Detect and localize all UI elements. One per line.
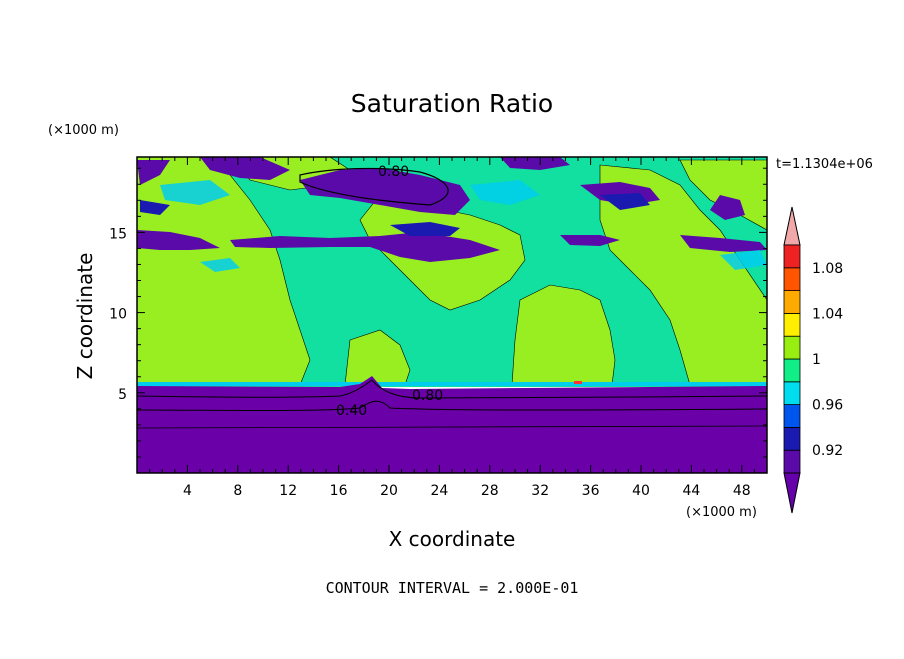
x-axis-ticks: 4 8 12 16 20 24 28 32 36 40 44 48	[149, 157, 755, 499]
field-blue-patches	[140, 193, 650, 236]
colorbar-below-triangle	[783, 472, 801, 514]
field-dry-layer	[137, 376, 767, 473]
contour-labels: 0.80 0.80 0.40	[336, 164, 443, 419]
time-label: t=1.1304e+06	[776, 157, 873, 172]
colorbar-tick-label: 1.08	[812, 261, 843, 277]
x-tick-label: 12	[279, 483, 297, 499]
field-transition-band	[137, 382, 767, 386]
contour-field	[137, 157, 767, 473]
y-unit-label: (×1000 m)	[48, 123, 119, 138]
colorbar-band	[783, 312, 801, 337]
x-tick-label: 36	[582, 483, 600, 499]
contour-label: 0.80	[378, 164, 409, 180]
contour-label: 0.80	[412, 388, 443, 404]
colorbar-band	[783, 381, 801, 405]
colorbar-band	[783, 267, 801, 291]
x-unit-label: (×1000 m)	[686, 505, 757, 520]
x-tick-label: 44	[682, 483, 700, 499]
y-tick-label: 10	[109, 307, 127, 323]
colorbar-tick-label: 1	[812, 352, 821, 368]
field-red-patch	[574, 381, 582, 384]
colorbar-tick-label: 1.04	[812, 306, 843, 322]
x-tick-label: 28	[481, 483, 499, 499]
chart-title: Saturation Ratio	[351, 89, 553, 118]
y-axis-ticks: 5 10 15	[109, 167, 767, 458]
colorbar: 0.92 0.96 1 1.04 1.08	[783, 206, 843, 514]
x-tick-label: 4	[183, 483, 192, 499]
colorbar-band	[783, 426, 801, 451]
colorbar-band	[783, 449, 801, 474]
contour-lines	[137, 167, 767, 429]
y-tick-label: 5	[118, 387, 127, 403]
colorbar-band	[783, 358, 801, 383]
contour-label: 0.40	[336, 403, 367, 419]
colorbar-band	[783, 290, 801, 314]
x-tick-label: 16	[330, 483, 348, 499]
colorbar-band	[783, 404, 801, 428]
x-tick-label: 48	[733, 483, 751, 499]
x-tick-label: 32	[531, 483, 549, 499]
x-tick-label: 20	[380, 483, 398, 499]
x-tick-label: 40	[632, 483, 650, 499]
colorbar-tick-label: 0.92	[812, 443, 843, 459]
colorbar-tick-label: 0.96	[812, 398, 843, 414]
contour-interval-footer: CONTOUR INTERVAL = 2.000E-01	[326, 579, 579, 597]
x-axis-title: X coordinate	[389, 527, 516, 551]
y-tick-label: 15	[109, 226, 127, 242]
x-tick-label: 24	[430, 483, 448, 499]
colorbar-band	[783, 335, 801, 360]
y-axis-title: Z coordinate	[73, 253, 97, 380]
colorbar-above-triangle	[783, 206, 801, 246]
field-cyan-patches	[160, 180, 767, 272]
x-tick-label: 8	[233, 483, 242, 499]
colorbar-band	[783, 244, 801, 269]
